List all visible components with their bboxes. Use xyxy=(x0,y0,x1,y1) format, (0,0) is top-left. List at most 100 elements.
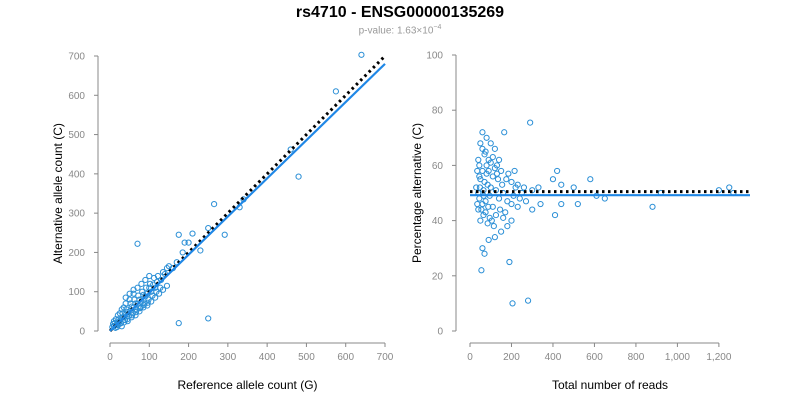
x-tick-label: 100 xyxy=(141,352,158,363)
data-point xyxy=(508,178,515,186)
data-point xyxy=(130,290,137,297)
data-point xyxy=(132,309,140,316)
data-point xyxy=(143,284,150,291)
data-point xyxy=(477,176,484,183)
data-point xyxy=(475,156,482,163)
x-axis-label: Total number of reads xyxy=(552,378,668,392)
data-point xyxy=(485,203,492,210)
chart-subtitle: p-value: 1.63×10−4 xyxy=(0,24,800,36)
data-point xyxy=(130,286,137,293)
data-point xyxy=(493,170,501,177)
x-tick-label: 500 xyxy=(298,352,315,363)
data-point xyxy=(558,200,565,208)
y-axis-label: Alternative allele count (C) xyxy=(51,123,65,264)
data-point xyxy=(134,240,141,247)
data-point xyxy=(649,203,656,210)
data-point xyxy=(136,308,143,315)
data-point xyxy=(126,290,133,297)
data-point xyxy=(116,310,123,317)
data-point xyxy=(175,231,182,238)
data-point xyxy=(508,200,515,208)
data-point xyxy=(476,173,483,180)
x-tick-label: 300 xyxy=(220,352,237,363)
y-tick-label: 500 xyxy=(68,130,85,141)
y-tick-label: 60 xyxy=(432,161,444,172)
data-point xyxy=(132,312,139,319)
data-point xyxy=(479,245,486,252)
y-tick-label: 0 xyxy=(437,327,443,338)
data-point xyxy=(358,51,365,58)
data-point xyxy=(154,272,162,280)
data-point xyxy=(485,236,492,244)
data-point xyxy=(489,203,496,210)
data-point xyxy=(138,280,145,287)
data-point xyxy=(484,220,491,227)
data-point xyxy=(501,129,508,136)
data-point xyxy=(479,129,486,136)
x-tick-label: 0 xyxy=(467,352,473,363)
data-point xyxy=(482,148,489,155)
data-point xyxy=(181,239,188,246)
data-point xyxy=(474,167,481,175)
p-value-exponent: −4 xyxy=(433,24,442,31)
data-point xyxy=(144,299,151,306)
data-point xyxy=(146,280,154,287)
data-point xyxy=(574,200,581,208)
data-point xyxy=(159,268,167,276)
data-point xyxy=(476,162,483,169)
x-axis-label: Reference allele count (G) xyxy=(177,378,317,392)
data-point xyxy=(480,211,487,219)
data-point xyxy=(152,294,159,301)
data-point xyxy=(124,316,131,323)
y-tick-label: 300 xyxy=(68,209,85,220)
x-tick-label: 1,000 xyxy=(665,352,690,363)
data-point xyxy=(587,176,594,183)
data-point xyxy=(502,209,509,216)
x-tick-label: 1,200 xyxy=(706,352,731,363)
data-point xyxy=(110,318,118,325)
data-point xyxy=(163,282,171,289)
data-point xyxy=(159,286,167,293)
data-point xyxy=(495,195,503,202)
data-point xyxy=(492,211,500,219)
data-point xyxy=(144,302,151,309)
data-point xyxy=(496,206,504,213)
y-tick-label: 600 xyxy=(68,91,85,102)
data-point xyxy=(489,173,496,180)
data-point xyxy=(498,167,505,175)
y-tick-label: 700 xyxy=(68,52,85,63)
data-point xyxy=(601,195,608,202)
data-point xyxy=(112,316,119,323)
data-point xyxy=(136,305,143,312)
x-tick-label: 400 xyxy=(259,352,276,363)
data-point xyxy=(551,211,559,219)
data-point xyxy=(479,200,486,208)
data-point xyxy=(498,228,505,235)
data-point xyxy=(211,201,218,208)
data-point xyxy=(535,184,542,191)
data-point xyxy=(512,184,519,191)
data-point xyxy=(524,297,532,304)
data-point xyxy=(146,272,153,280)
y-tick-label: 40 xyxy=(432,216,444,227)
data-point xyxy=(477,217,484,224)
p-value-text: p-value: 1.63×10 xyxy=(358,25,434,37)
data-point xyxy=(500,214,507,221)
x-tick-label: 200 xyxy=(503,352,520,363)
data-point xyxy=(491,145,498,152)
data-point xyxy=(189,230,196,237)
y-tick-label: 400 xyxy=(68,169,85,180)
data-point xyxy=(121,319,128,326)
data-point xyxy=(474,200,481,208)
data-point xyxy=(487,159,494,166)
data-point xyxy=(197,247,204,254)
data-point xyxy=(483,134,490,141)
data-point xyxy=(506,258,513,266)
x-tick-label: 0 xyxy=(107,352,113,363)
data-point xyxy=(554,167,561,175)
data-point xyxy=(483,162,490,169)
data-point xyxy=(516,195,523,202)
data-point xyxy=(142,276,149,284)
